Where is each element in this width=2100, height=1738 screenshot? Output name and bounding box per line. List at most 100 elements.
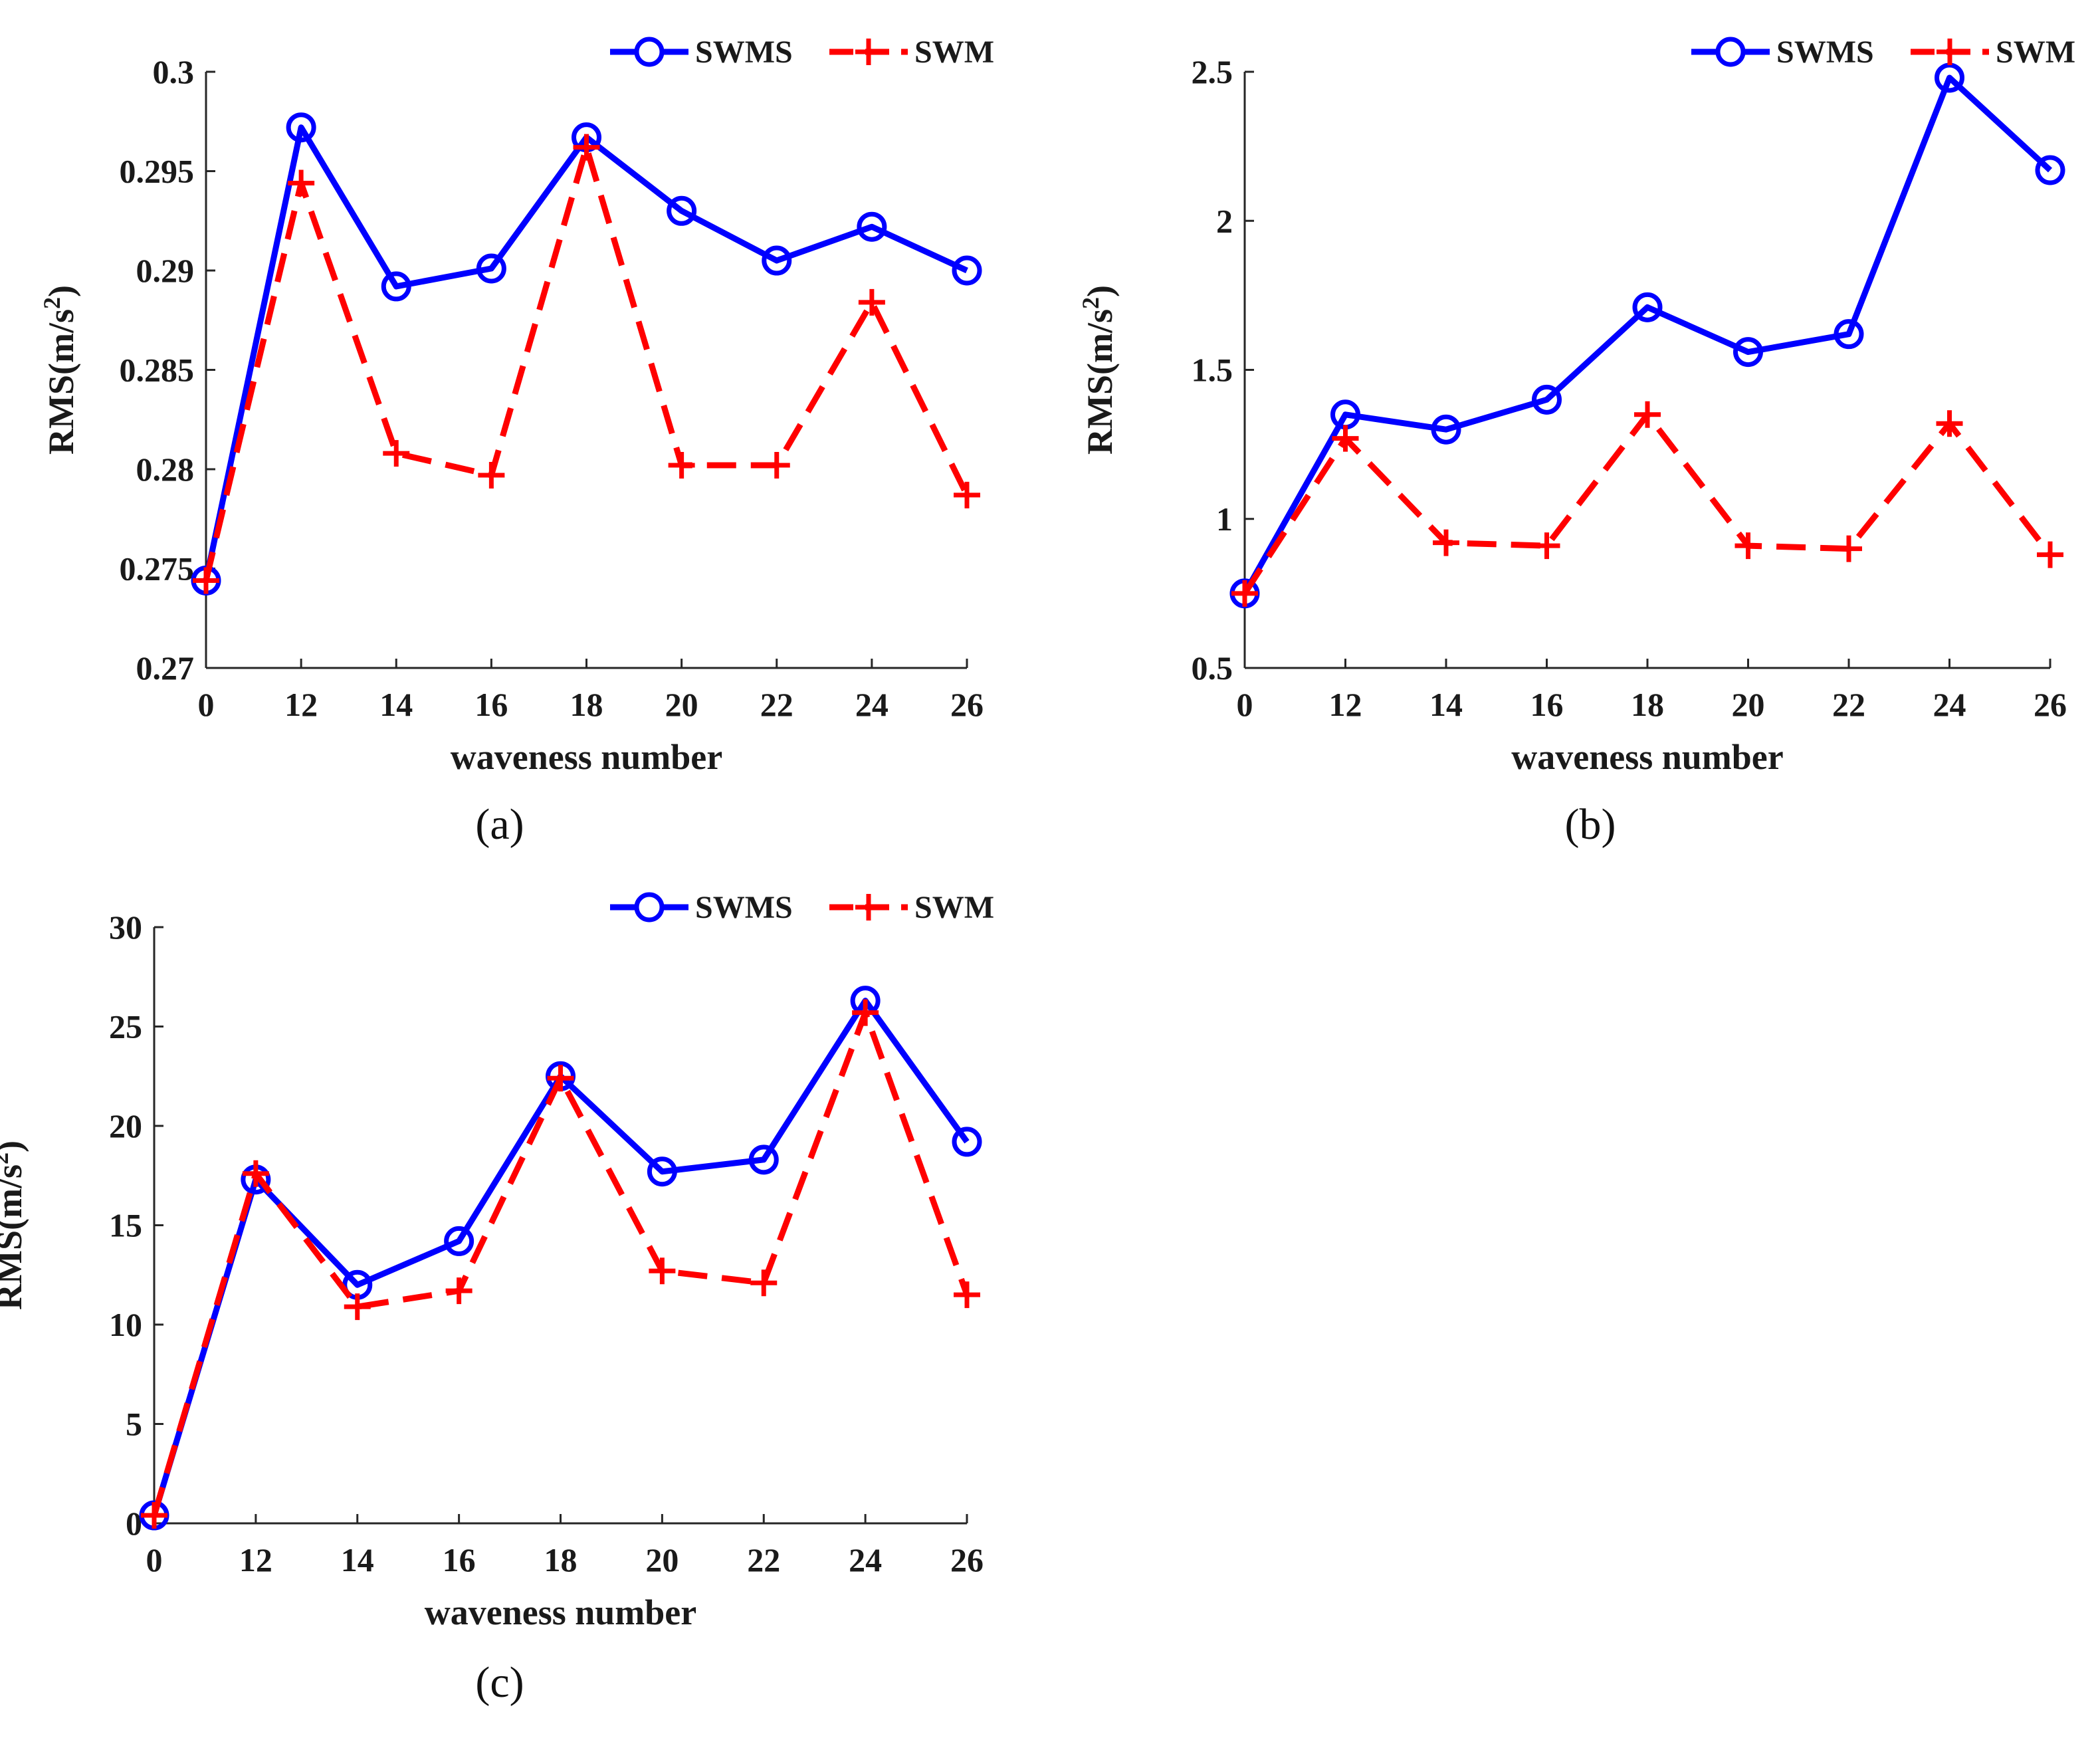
legend: SWMS SWM [610,35,994,70]
series-swm [141,999,980,1529]
x-tick-label: 18 [544,1541,578,1578]
legend-label-swms: SWMS [695,35,793,70]
y-tick-label: 25 [109,1008,142,1045]
panel-caption: (b) [1565,800,1616,849]
data-point-swms [1834,319,1864,350]
x-axis-label: waveness number [1511,737,1784,777]
series-line-swms [203,124,968,582]
y-tick-label: 0.285 [120,352,195,389]
data-point-swm [193,567,219,594]
series-line-swm [203,144,970,582]
x-tick-label: 18 [1631,686,1664,723]
series-swm [193,134,980,594]
data-point-swm [852,999,879,1026]
data-point-swm [668,452,695,479]
x-tick-label: 0 [1237,686,1253,723]
x-tick-label: 26 [2034,686,2067,723]
legend-label-swm: SWM [1996,35,2075,70]
y-axis-label: RMS(m/s2) [1077,285,1120,455]
legend-marker-swms [634,37,665,67]
data-point-swm [1332,425,1359,452]
x-tick-label: 14 [379,686,413,723]
y-tick-label: 0.27 [136,649,195,687]
data-point-swms [2035,155,2065,185]
legend-label-swms: SWMS [695,890,793,925]
data-point-swms [1632,292,1663,322]
chart-panel-c: 0 5 10 15 20 25 30 0 12 14 16 18 20 22 24 26 waveness nu… [0,890,994,1707]
y-tick-label: 0.29 [136,252,195,289]
y-tick-label: 2.5 [1192,53,1233,90]
x-tick-label: 22 [1832,686,1865,723]
legend-marker-swm [1937,39,1963,65]
y-tick-label: 0.5 [1192,649,1233,687]
x-tick-label: 18 [570,686,603,723]
legend-marker-swm [855,894,882,921]
series-swm [1231,401,2063,607]
legend-marker-swm [855,39,882,65]
series-line-swm [1242,411,2053,596]
data-point-swms [667,195,697,226]
y-tick-label: 0 [126,1505,142,1542]
y-axis-label-base: RMS(m/s [0,1164,29,1310]
data-point-swm [1734,532,1762,560]
y-tick-label: 2 [1216,202,1233,239]
data-point-swm [1433,529,1459,556]
data-point-swms [1532,384,1562,415]
y-tick-label: 1 [1216,500,1233,538]
y-axis-label: RMS(m/s2) [0,1141,29,1310]
series-line-swms [1242,74,2053,596]
data-point-swms [857,211,887,242]
y-tick-label: 5 [126,1406,142,1443]
data-point-swm [1533,532,1560,560]
x-tick-label: 24 [1933,686,1966,723]
y-axis-label-end: ) [41,285,81,297]
data-point-swms [476,253,506,284]
data-point-swms [286,112,316,143]
data-point-swm [478,461,505,489]
x-tick-label: 14 [1429,686,1463,723]
data-point-swm [344,1293,371,1321]
series-swms [191,112,982,596]
y-tick-label: 0.295 [120,153,195,190]
x-tick-label: 22 [760,686,793,723]
data-point-swm [649,1257,676,1285]
data-point-swm [954,1281,980,1309]
x-tick-label: 12 [1329,686,1362,723]
data-point-swm [141,1502,167,1529]
data-point-swm [1231,580,1258,607]
x-tick-label: 22 [747,1541,780,1578]
series-swms [1229,62,2065,609]
data-point-swm [573,134,600,161]
legend-marker-swms [1715,37,1746,67]
data-point-swms [444,1226,474,1256]
legend-marker-swms [634,892,665,923]
data-point-swm [383,440,410,467]
x-tick-label: 20 [665,686,698,723]
x-tick-label: 0 [146,1541,163,1578]
y-tick-label: 15 [109,1207,142,1244]
data-point-swm [2037,541,2063,568]
legend: SWMS SWM [1691,35,2075,70]
x-tick-label: 20 [1732,686,1765,723]
x-axis-label: waveness number [451,737,723,777]
data-point-swm [858,288,885,316]
y-tick-label: 0.3 [153,53,195,90]
x-tick-label: 26 [950,1541,984,1578]
y-axis-label-superscript: 2 [39,297,65,309]
x-tick-label: 20 [645,1541,679,1578]
x-tick-label: 16 [1530,686,1564,723]
x-tick-label: 12 [284,686,318,723]
y-axis-label: RMS(m/s2) [39,285,81,455]
y-axis-label-base: RMS(m/s [1080,309,1120,455]
x-axis-label: waveness number [425,1592,697,1632]
data-point-swm [547,1065,574,1092]
data-point-swms [1431,414,1461,445]
x-tick-label: 26 [950,686,984,723]
y-tick-label: 1.5 [1192,352,1233,389]
panel-caption: (c) [475,1658,524,1707]
x-tick-label: 14 [341,1541,374,1578]
x-tick-label: 16 [443,1541,476,1578]
legend: SWMS SWM [610,890,994,925]
data-point-swm [288,169,315,197]
y-tick-label: 0.28 [136,451,195,488]
